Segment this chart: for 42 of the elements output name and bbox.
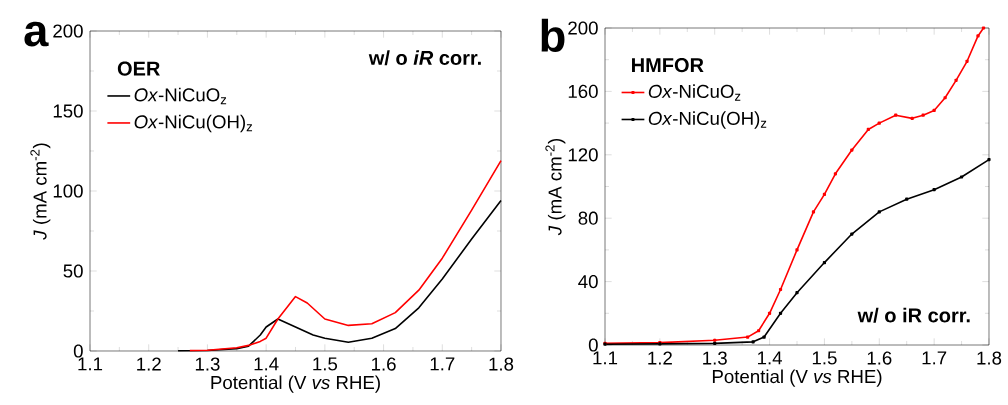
x-axis-title: Potential (V vs RHE)	[211, 375, 380, 393]
y-axis-title: J (mA cm$^{-2}$)	[30, 143, 51, 240]
legend-title: HMFOR	[632, 58, 704, 73]
x-tick-label: 1.8	[977, 351, 1002, 365]
y-tick-label: 160	[568, 84, 598, 99]
y-tick-label: 0	[588, 338, 598, 352]
text: w/ o iR corr.	[368, 50, 481, 66]
x-tick-label: 1.6	[372, 357, 396, 371]
x-tick-label: 1.7	[430, 357, 455, 371]
x-tick-label: 1.1	[593, 351, 618, 365]
legend-label: Ox-NiCuO$_{z}$	[648, 84, 741, 101]
y-axis-title: J (mA cm$^{-2}$)	[545, 138, 566, 236]
y-tick-label: 150	[53, 104, 83, 118]
y-tick-label: 120	[568, 148, 598, 162]
y-tick-label: 200	[53, 24, 83, 38]
x-tick-label: 1.8	[489, 357, 514, 371]
x-tick-label: 1.6	[867, 351, 892, 365]
text: a	[24, 21, 49, 47]
x-axis-title: Potential (V vs RHE)	[712, 369, 882, 387]
legend-title: OER	[117, 61, 160, 76]
x-tick-label: 1.4	[758, 351, 782, 365]
x-tick-label: 1.7	[922, 351, 947, 365]
legend-label: Ox-NiCu(OH)$_{z}$	[648, 111, 767, 129]
y-tick-label: 50	[63, 264, 83, 278]
legend-label: Ox-NiCuO$_{z}$	[134, 87, 227, 105]
y-tick-label: 80	[578, 211, 598, 225]
x-tick-label: 1.3	[195, 357, 220, 371]
y-tick-label: 40	[578, 274, 598, 289]
x-tick-label: 1.5	[313, 357, 338, 371]
x-tick-label: 1.1	[78, 357, 103, 371]
x-tick-label: 1.4	[254, 357, 279, 371]
y-tick-label: 100	[53, 184, 83, 198]
text: b	[541, 18, 565, 53]
y-tick-label: 0	[73, 344, 83, 358]
x-tick-label: 1.5	[812, 351, 837, 365]
y-tick-label: 200	[568, 21, 598, 35]
x-tick-label: 1.2	[648, 351, 672, 365]
x-tick-label: 1.2	[137, 357, 161, 371]
x-tick-label: 1.3	[703, 351, 727, 365]
annotation: w/ o iR corr.	[857, 307, 970, 323]
legend-label: Ox-NiCu(OH)$_{z}$	[134, 114, 253, 133]
line-series	[189, 159, 502, 352]
